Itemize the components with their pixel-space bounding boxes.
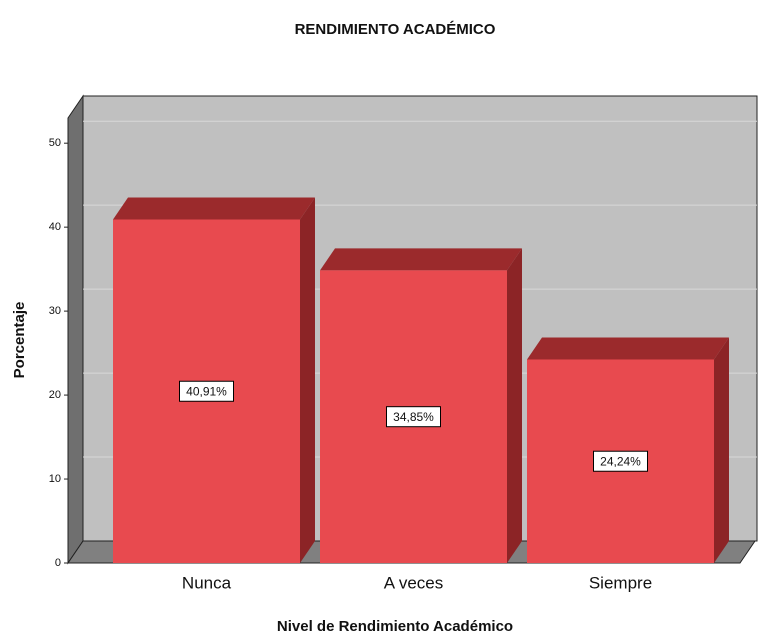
bar-side	[507, 248, 522, 563]
value-label: 34,85%	[393, 410, 434, 424]
x-tick-label: A veces	[384, 573, 444, 592]
y-tick-label: 30	[49, 305, 61, 317]
bar-side	[714, 337, 729, 563]
y-axis-title: Porcentaje	[11, 302, 28, 379]
x-tick-label: Siempre	[589, 573, 652, 592]
x-axis-title: Nivel de Rendimiento Académico	[277, 618, 513, 635]
value-label-box	[593, 450, 648, 472]
bar-top	[527, 337, 729, 360]
value-label-box	[179, 380, 234, 402]
x-tick-label: Nunca	[182, 573, 232, 592]
chart-title: RENDIMIENTO ACADÉMICO	[295, 21, 496, 38]
value-label: 24,24%	[600, 454, 641, 468]
bar-top	[320, 248, 522, 271]
y-tick-label: 50	[49, 137, 61, 149]
y-tick-label: 10	[49, 473, 61, 485]
value-label-box	[386, 406, 441, 428]
y-tick-label: 40	[49, 221, 61, 233]
bar-top	[113, 197, 315, 220]
value-label: 40,91%	[186, 384, 227, 398]
y-tick-label: 0	[55, 557, 61, 569]
bar-side	[300, 197, 315, 563]
y-tick-label: 20	[49, 389, 61, 401]
left-wall	[67, 94, 84, 565]
